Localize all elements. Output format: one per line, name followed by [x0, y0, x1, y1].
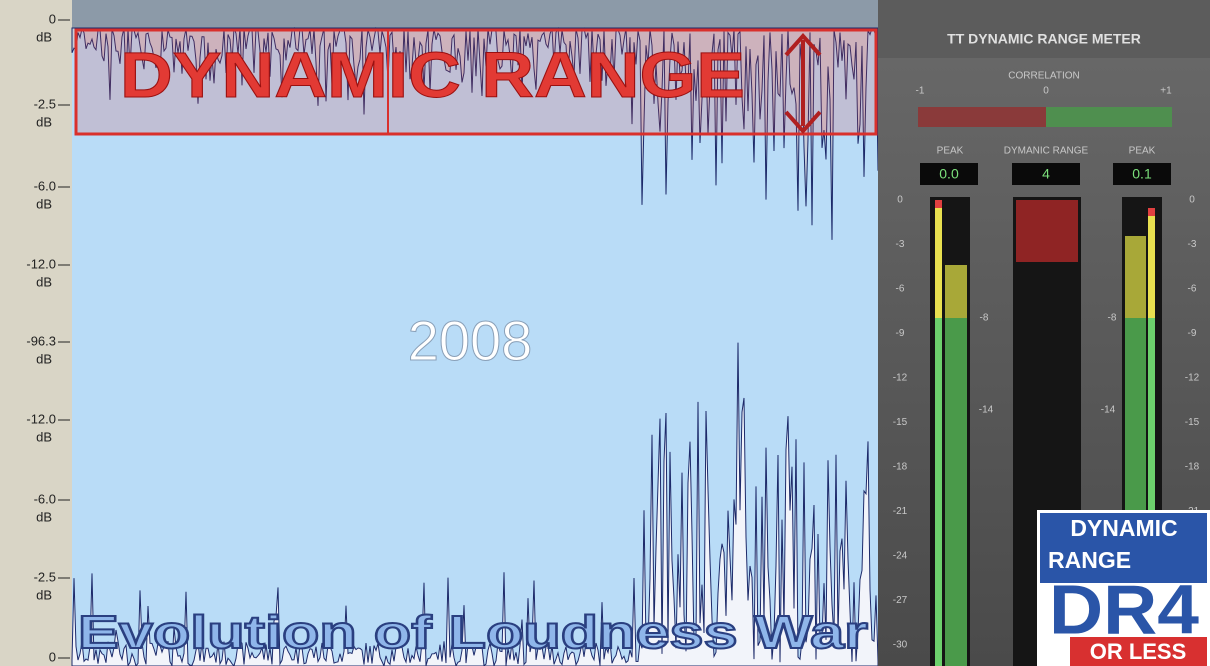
meter-title: TT DYNAMIC RANGE METER — [947, 31, 1141, 47]
logo-big: DR4 — [1049, 570, 1199, 648]
scale-label: 0 — [897, 195, 903, 206]
dr-readout: 4 — [1042, 166, 1050, 182]
axis-label: -6.0 — [34, 491, 56, 506]
axis-label: -2.5 — [34, 569, 56, 584]
level-marker: -14 — [979, 405, 994, 416]
scale-label: -15 — [893, 417, 908, 428]
scale-label: -3 — [896, 239, 905, 250]
axis-label: -6.0 — [34, 178, 56, 193]
scale-label: -18 — [893, 462, 908, 473]
overlay-title: DYNAMIC RANGE — [120, 39, 745, 111]
peak-clip — [935, 200, 942, 208]
dr-logo: DYNAMIC RANGE DR4 OR LESS — [1037, 510, 1210, 666]
rms-bar-green — [945, 318, 967, 666]
logo-tag: OR LESS — [1090, 639, 1187, 664]
scale-label: -21 — [893, 506, 908, 517]
correlation-label: CORRELATION — [1008, 71, 1080, 82]
scale-label: -6 — [1188, 284, 1197, 295]
axis-unit: dB — [36, 429, 52, 444]
correlation-bar-neg — [918, 107, 1046, 127]
axis-label: -12.0 — [26, 256, 56, 271]
peak-clip — [1148, 208, 1155, 216]
correlation-bar-pos — [1046, 107, 1172, 127]
level-marker: -14 — [1101, 405, 1116, 416]
meter-header — [878, 0, 1210, 58]
axis-label: -12.0 — [26, 411, 56, 426]
scale-label: -15 — [1185, 417, 1200, 428]
caption: Evolution of Loudness War — [78, 606, 868, 658]
axis-label: -96.3 — [26, 333, 56, 348]
peak-readout: 0.0 — [939, 166, 959, 182]
level-marker: -8 — [1108, 313, 1117, 324]
scale-label: 0 — [1189, 195, 1195, 206]
scale-label: -3 — [1188, 239, 1197, 250]
screen: 0 dB -2.5 dB -6.0 dB -12.0 dB -96.3 dB -12.0 dB -6.0… — [0, 0, 1210, 666]
correlation-scale: +1 — [1160, 86, 1172, 97]
axis-label: -2.5 — [34, 96, 56, 111]
axis-unit: dB — [36, 114, 52, 129]
logo-line2: RANGE — [1048, 547, 1131, 573]
scale-label: -12 — [893, 373, 908, 384]
peak-header: PEAK — [937, 146, 964, 157]
axis-unit: dB — [36, 509, 52, 524]
logo-line1: DYNAMIC — [1070, 515, 1177, 541]
dr-header: DYMANIC RANGE — [1004, 146, 1089, 157]
level-marker: -8 — [980, 313, 989, 324]
scale-label: -12 — [1185, 373, 1200, 384]
peak-header: PEAK — [1129, 146, 1156, 157]
axis-unit: dB — [36, 351, 52, 366]
axis-label: 0 — [49, 649, 56, 664]
scale-label: -9 — [896, 328, 905, 339]
axis-unit: dB — [36, 274, 52, 289]
top-bar — [72, 0, 878, 28]
axis-label: 0 — [49, 11, 56, 26]
scale-label: -24 — [893, 551, 908, 562]
year: 2008 — [408, 309, 533, 372]
axis-unit: dB — [36, 29, 52, 44]
scale-label: -9 — [1188, 328, 1197, 339]
dr-bar — [1016, 200, 1078, 262]
axis-unit: dB — [36, 587, 52, 602]
scale-label: -18 — [1185, 462, 1200, 473]
correlation-scale: 0 — [1043, 86, 1049, 97]
scale-label: -6 — [896, 284, 905, 295]
scale-label: -30 — [893, 640, 908, 651]
axis-unit: dB — [36, 196, 52, 211]
scale-label: -27 — [893, 595, 908, 606]
correlation-scale: -1 — [916, 86, 925, 97]
peak-readout: 0.1 — [1132, 166, 1152, 182]
peak-bar-green — [935, 318, 942, 666]
